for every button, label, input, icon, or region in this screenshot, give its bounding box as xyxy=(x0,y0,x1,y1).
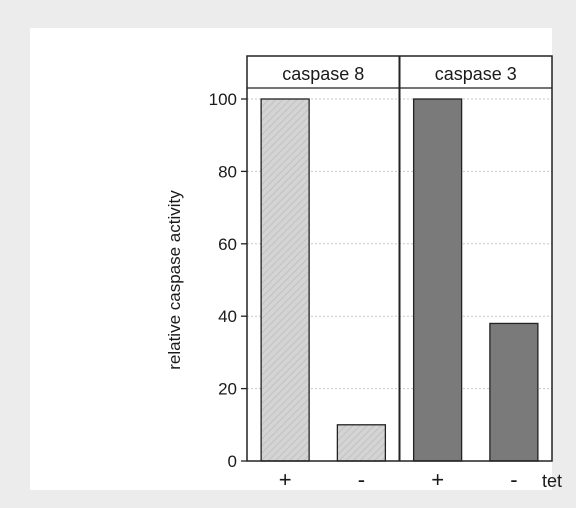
y-tick-label: 60 xyxy=(218,235,237,254)
x-tick-label: + xyxy=(279,467,292,492)
panel-title: caspase 3 xyxy=(435,64,517,84)
panel-frames: caspase 8 caspase 3 xyxy=(246,55,553,462)
y-axis-label: relative caspase activity xyxy=(165,190,184,370)
bar xyxy=(412,98,463,462)
y-tick-label: 20 xyxy=(218,380,237,399)
x-tick-label: - xyxy=(510,467,517,492)
bar xyxy=(336,424,387,462)
y-tick-label: 0 xyxy=(228,452,237,471)
bar xyxy=(489,322,539,462)
y-tick-label: 100 xyxy=(209,90,237,109)
bar xyxy=(260,98,310,462)
bars xyxy=(260,98,539,462)
x-tick-label: - xyxy=(358,467,365,492)
x-tick-label: + xyxy=(431,467,444,492)
panel-title: caspase 8 xyxy=(282,64,364,84)
y-tick-label: 80 xyxy=(218,162,237,181)
axes: relative caspase activity tet + - + - 0 20 40 6… xyxy=(165,90,562,492)
y-tick-label: 40 xyxy=(218,307,237,326)
x-axis-label: tet xyxy=(542,471,562,491)
